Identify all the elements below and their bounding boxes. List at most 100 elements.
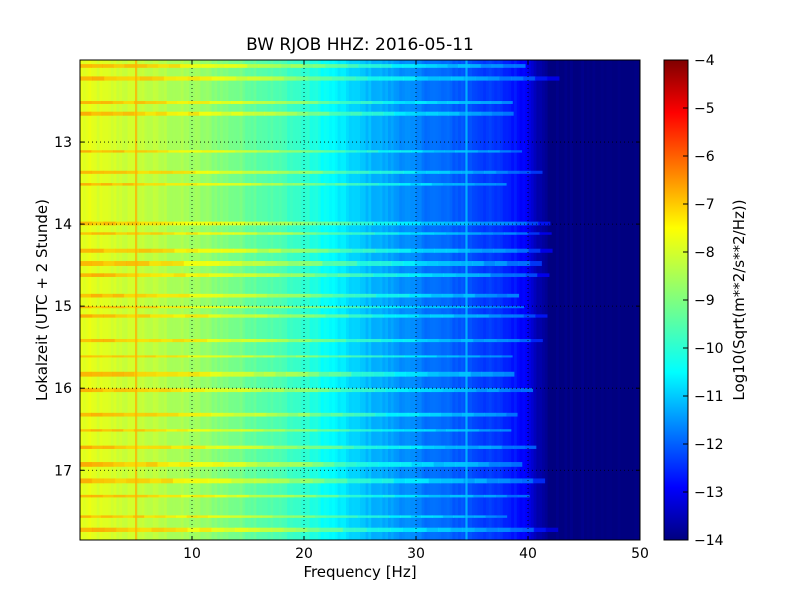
- noise-band: [481, 371, 493, 377]
- noise-band: [261, 183, 273, 186]
- noise-band: [127, 232, 140, 235]
- noise-band: [426, 170, 439, 174]
- noise-band: [425, 101, 438, 104]
- noise-band: [325, 314, 338, 318]
- heatmap-column: [494, 60, 498, 540]
- heatmap-column: [600, 60, 605, 540]
- noise-band: [311, 338, 324, 343]
- colorbar-tick-label: −6: [694, 149, 715, 165]
- noise-band: [342, 412, 354, 417]
- noise-band: [301, 314, 315, 318]
- noise-band: [345, 261, 358, 266]
- noise-band: [112, 429, 124, 432]
- noise-band: [511, 314, 525, 318]
- heatmap-column: [186, 60, 190, 540]
- noise-band: [436, 355, 448, 358]
- noise-band: [158, 494, 171, 498]
- heatmap-column: [430, 60, 434, 540]
- noise-band: [353, 445, 366, 449]
- noise-band: [399, 183, 411, 186]
- noise-band: [490, 273, 503, 277]
- y-tick-label: 16: [54, 381, 72, 397]
- noise-band: [235, 64, 248, 68]
- noise-band: [299, 293, 311, 298]
- noise-band: [303, 183, 315, 186]
- noise-band: [303, 515, 316, 518]
- noise-band: [395, 314, 408, 318]
- heatmap-column: [623, 60, 627, 540]
- noise-band: [146, 64, 159, 68]
- noise-band: [477, 462, 490, 467]
- noise-band: [80, 170, 93, 174]
- noise-band: [207, 170, 220, 174]
- noise-band: [135, 64, 148, 68]
- noise-band: [434, 306, 447, 309]
- noise-band: [441, 293, 454, 298]
- noise-band: [310, 170, 324, 174]
- noise-band: [172, 170, 185, 174]
- noise-band: [202, 64, 215, 68]
- noise-band: [339, 248, 352, 253]
- noise-band: [335, 64, 348, 68]
- noise-band: [111, 183, 124, 186]
- noise-band: [160, 261, 173, 266]
- noise-band: [179, 462, 192, 467]
- noise-band: [151, 527, 165, 532]
- noise-band: [235, 527, 248, 532]
- noise-band: [413, 64, 426, 68]
- noise-band: [401, 306, 414, 309]
- noise-band: [437, 261, 450, 266]
- noise-band: [404, 111, 417, 116]
- noise-band: [199, 111, 211, 116]
- noise-band: [485, 527, 499, 532]
- noise-band: [177, 111, 189, 116]
- noise-band: [91, 273, 105, 277]
- noise-band: [445, 306, 458, 309]
- noise-band: [190, 462, 203, 467]
- noise-band: [342, 445, 355, 449]
- noise-band: [232, 273, 245, 277]
- noise-band: [328, 388, 341, 393]
- noise-band: [345, 170, 358, 174]
- heatmap-column: [463, 60, 467, 540]
- noise-band: [428, 478, 441, 484]
- noise-band: [310, 261, 323, 266]
- noise-band: [271, 515, 284, 518]
- heatmap-column: [388, 60, 392, 540]
- noise-band: [178, 412, 190, 417]
- heatmap-column: [427, 60, 431, 540]
- noise-band: [245, 248, 258, 253]
- noise-band: [433, 232, 446, 235]
- noise-band: [136, 445, 149, 449]
- noise-band: [295, 76, 309, 81]
- heatmap-column: [178, 60, 182, 540]
- noise-band: [300, 478, 313, 484]
- noise-band: [187, 527, 200, 532]
- noise-band: [404, 101, 416, 104]
- noise-band: [466, 273, 480, 277]
- noise-band: [492, 371, 504, 377]
- heatmap-column: [404, 60, 409, 540]
- noise-band: [406, 314, 420, 318]
- noise-band: [150, 273, 163, 277]
- noise-band: [209, 355, 222, 358]
- noise-band: [179, 306, 192, 309]
- heatmap-column: [418, 60, 423, 540]
- colorbar-tick-label: −5: [694, 101, 715, 117]
- noise-band: [146, 462, 158, 467]
- y-tick-label: 15: [54, 299, 72, 315]
- noise-band: [501, 273, 515, 277]
- y-tick-label: 14: [54, 217, 72, 233]
- noise-band: [389, 150, 401, 153]
- noise-band: [112, 111, 124, 116]
- noise-band: [444, 445, 457, 449]
- noise-band: [209, 111, 222, 116]
- noise-band: [91, 388, 104, 393]
- noise-band: [396, 273, 409, 277]
- noise-band: [256, 232, 270, 235]
- noise-band: [359, 429, 372, 432]
- heatmap-column: [253, 60, 257, 540]
- noise-band: [478, 445, 491, 449]
- noise-band: [256, 248, 270, 253]
